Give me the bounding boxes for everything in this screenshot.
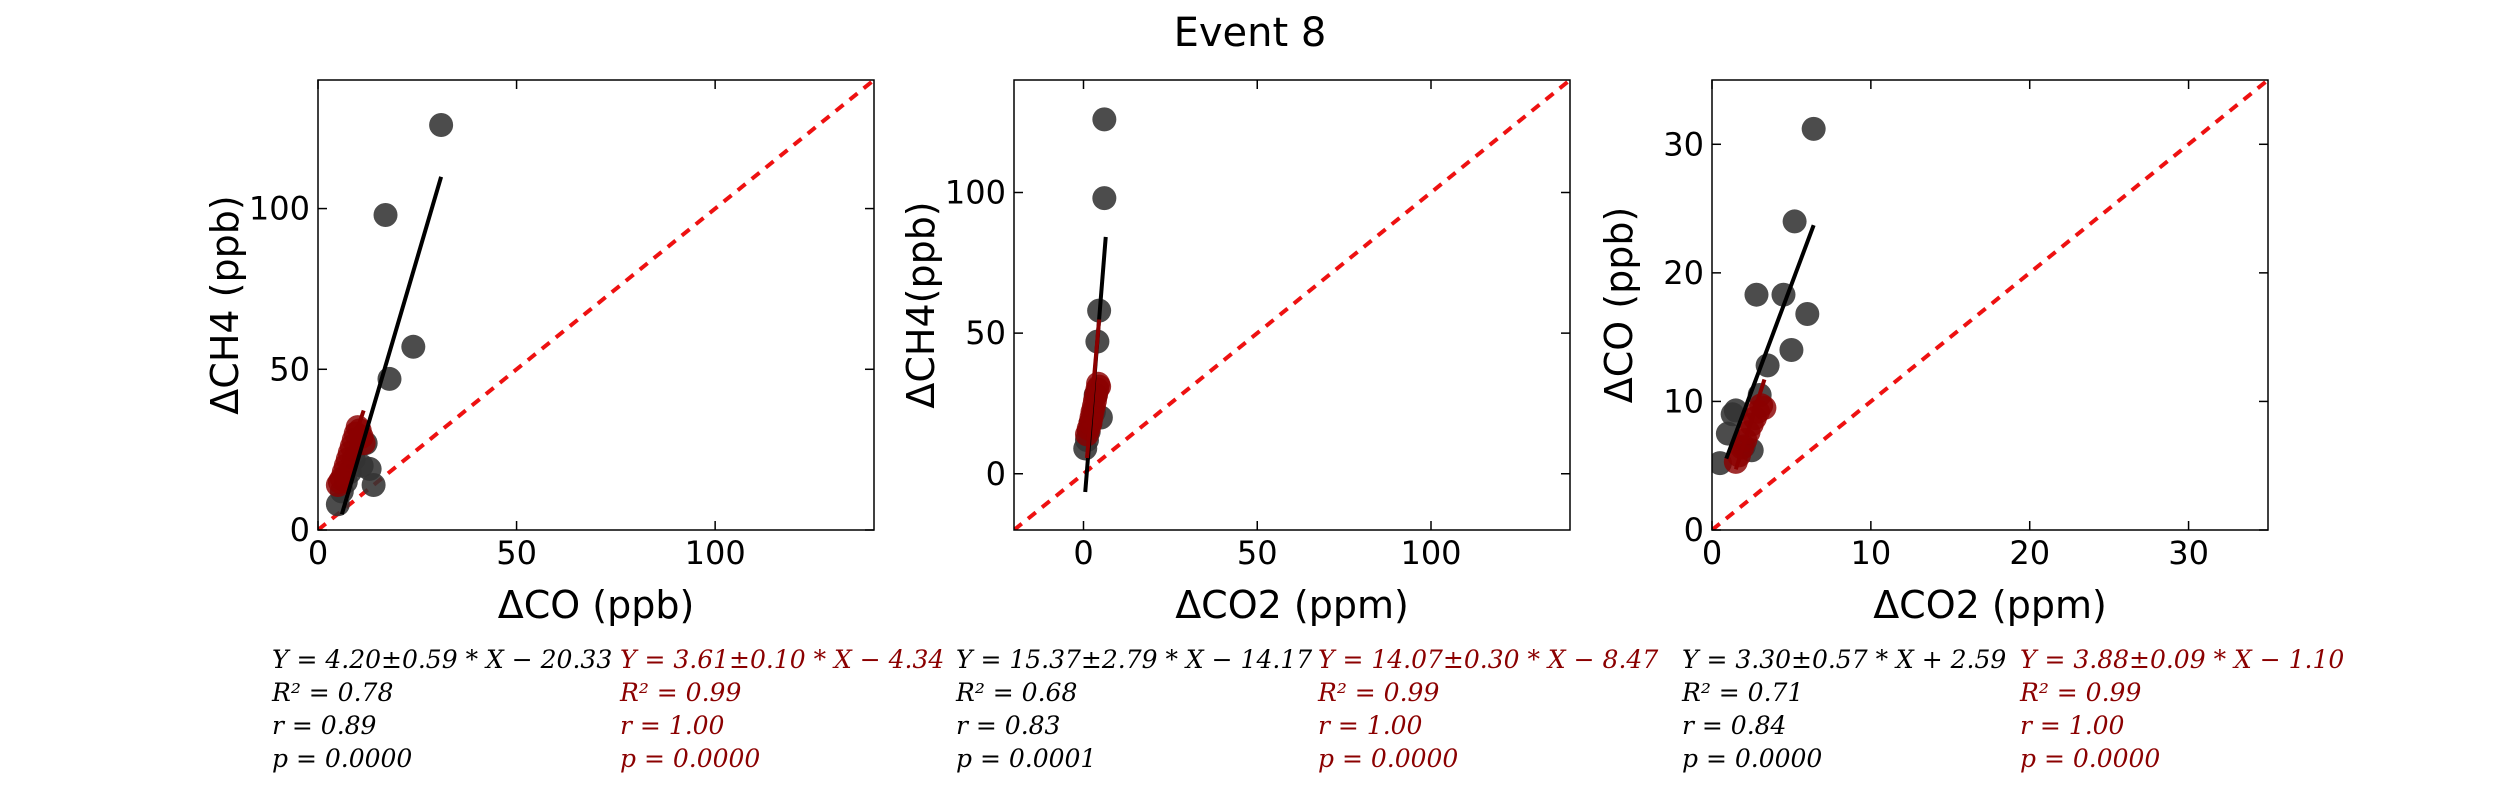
fit-stat-s1-line4: p = 0.0000 xyxy=(272,744,412,773)
data-point-s1-12 xyxy=(1782,209,1807,234)
y-tick-label: 50 xyxy=(965,314,1006,352)
fit-stat-s2-line3: r = 1.00 xyxy=(1318,711,1423,740)
data-point-s1-14 xyxy=(1801,116,1826,141)
fit-stat-s1-line1: Y = 15.37±2.79 * X − 14.17 xyxy=(956,645,1312,674)
x-tick-label: 100 xyxy=(1400,534,1461,572)
y-axis-label: ΔCO (ppb) xyxy=(1597,207,1641,404)
fit-line-1 xyxy=(339,176,444,515)
fit-stat-s2-line4: p = 0.0000 xyxy=(2020,744,2160,773)
x-tick-label: 0 xyxy=(308,534,328,572)
x-axis-label: ΔCO2 (ppm) xyxy=(1175,583,1409,627)
one-to-one-line xyxy=(318,80,874,530)
x-tick-label: 30 xyxy=(2168,534,2209,572)
fit-stat-s2-line3: r = 1.00 xyxy=(2020,711,2125,740)
fit-stat-s1-line2: R² = 0.71 xyxy=(1681,678,1803,707)
fit-stat-s1-line4: p = 0.0001 xyxy=(956,744,1096,773)
fit-stat-s2-line1: Y = 3.88±0.09 * X − 1.10 xyxy=(2020,645,2344,674)
y-tick-label: 0 xyxy=(1684,511,1704,549)
fit-stat-s1-line1: Y = 3.30±0.57 * X + 2.59 xyxy=(1682,645,2006,674)
x-tick-label: 0 xyxy=(1073,534,1093,572)
x-axis-label: ΔCO2 (ppm) xyxy=(1873,583,2107,627)
data-point-s1-13 xyxy=(1795,302,1820,326)
fit-stat-s1-line4: p = 0.0000 xyxy=(1682,744,1822,773)
data-point-s1-11 xyxy=(1779,338,1804,362)
subplot-3: 0 10 20 30 0 10 20 30 ΔCO2 (ppm) ΔCO (ppb) Y = 3.3… xyxy=(1597,79,2344,773)
plot-area xyxy=(1712,80,2268,530)
fit-stat-s1-line3: r = 0.83 xyxy=(956,711,1060,740)
fit-stat-s2-line1: Y = 3.61±0.10 * X − 4.34 xyxy=(620,645,944,674)
y-tick-label: 30 xyxy=(1663,125,1704,163)
x-tick-label: 50 xyxy=(496,534,537,572)
data-point-s1-13 xyxy=(429,113,454,137)
x-tick-label: 50 xyxy=(1237,534,1278,572)
x-tick-label: 10 xyxy=(1850,534,1891,572)
y-tick-label: 20 xyxy=(1663,254,1704,292)
fit-line-1 xyxy=(1724,224,1816,460)
data-point-s1-12 xyxy=(373,203,398,227)
data-point-s1-11 xyxy=(1092,107,1117,132)
y-tick-label: 0 xyxy=(290,511,310,549)
x-tick-label: 20 xyxy=(2009,534,2050,572)
fit-stat-s2-line3: r = 1.00 xyxy=(620,711,725,740)
x-axis-label: ΔCO (ppb) xyxy=(498,583,695,627)
y-tick-label: 10 xyxy=(1663,382,1704,420)
data-point-s1-11 xyxy=(401,334,426,359)
fit-stat-s2-line2: R² = 0.99 xyxy=(2019,678,2141,707)
fit-stat-s1-line1: Y = 4.20±0.59 * X − 20.33 xyxy=(272,645,612,674)
y-tick-label: 100 xyxy=(249,190,310,228)
fit-stat-s2-line1: Y = 14.07±0.30 * X − 8.47 xyxy=(1318,645,1658,674)
fit-stat-s2-line4: p = 0.0000 xyxy=(1318,744,1458,773)
fit-stat-s1-line2: R² = 0.78 xyxy=(271,678,393,707)
x-tick-label: 0 xyxy=(1702,534,1722,572)
y-tick-label: 100 xyxy=(945,174,1006,212)
y-tick-label: 50 xyxy=(269,350,310,388)
fit-stat-s2-line2: R² = 0.99 xyxy=(619,678,741,707)
subplot-2: 0 50 100 0 50 100 ΔCO2 (ppm) ΔCH4(ppb) Y = 15.37… xyxy=(899,79,1658,773)
y-tick-label: 0 xyxy=(986,455,1006,493)
fit-stat-s2-line4: p = 0.0000 xyxy=(620,744,760,773)
fit-stat-s1-line3: r = 0.89 xyxy=(272,711,377,740)
axes-frame xyxy=(317,79,875,531)
x-tick-label: 100 xyxy=(685,534,746,572)
one-to-one-line xyxy=(1014,80,1570,530)
fit-stat-s2-line2: R² = 0.99 xyxy=(1317,678,1439,707)
axes-frame xyxy=(1711,79,2269,531)
figure-title: Event 8 xyxy=(1174,10,1327,56)
y-axis-label: ΔCH4(ppb) xyxy=(899,201,943,408)
one-to-one-line xyxy=(1712,80,2268,530)
fit-stat-s1-line3: r = 0.84 xyxy=(1682,711,1786,740)
plot-area xyxy=(1014,80,1570,530)
y-axis-label: ΔCH4 (ppb) xyxy=(203,195,247,414)
data-point-s1-9 xyxy=(1744,282,1769,307)
data-point-s1-10 xyxy=(1092,186,1117,211)
fit-line-2 xyxy=(1733,378,1767,470)
fit-line-2 xyxy=(335,409,366,487)
plot-area xyxy=(318,80,874,530)
data-point-s1-9 xyxy=(361,473,386,497)
axes-frame xyxy=(1013,79,1571,531)
subplot-1: 0 50 100 0 50 100 ΔCO (ppb) ΔCH4 (ppb) Y = 4.20±… xyxy=(203,79,944,773)
fit-stat-s1-line2: R² = 0.68 xyxy=(955,678,1077,707)
fit-line-2 xyxy=(1084,319,1102,459)
